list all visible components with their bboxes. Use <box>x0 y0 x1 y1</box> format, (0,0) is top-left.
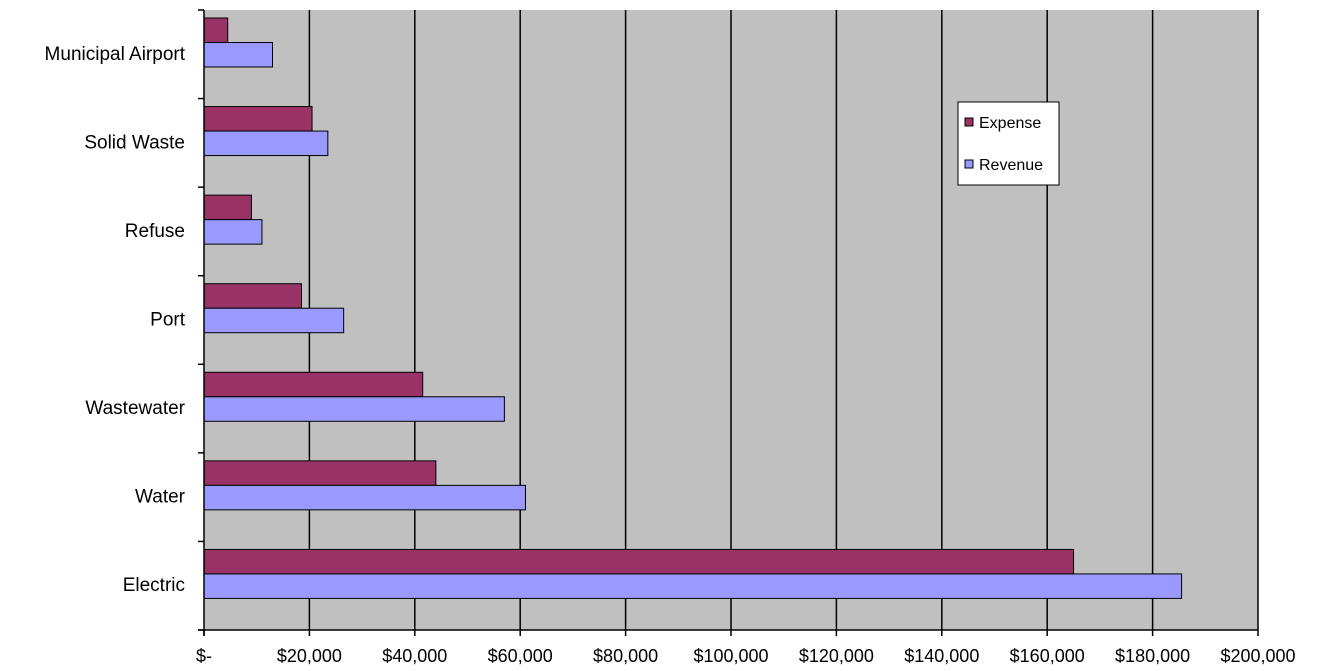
bar-revenue-wastewater <box>203 396 505 422</box>
x-tick-label: $120,000 <box>799 646 874 666</box>
bar-revenue-municipal-airport <box>203 42 274 68</box>
x-tick-label: $60,000 <box>488 646 553 666</box>
bar-expense-wastewater <box>203 371 424 398</box>
category-label: Solid Waste <box>84 132 185 153</box>
bar-expense-water <box>203 460 437 486</box>
x-tick-label: $180,000 <box>1115 646 1190 666</box>
bar-revenue-port <box>203 307 345 334</box>
category-label: Electric <box>123 575 185 596</box>
category-label: Port <box>150 310 186 331</box>
x-tick-label: $20,000 <box>277 646 342 666</box>
x-tick-label: $140,000 <box>904 646 979 666</box>
x-tick-label: $200,000 <box>1220 646 1295 666</box>
category-labels: Municipal Airport Solid Waste Refuse Port Wa… <box>45 44 186 596</box>
axes <box>198 9 1259 636</box>
category-label: Municipal Airport <box>45 44 186 65</box>
legend-swatch-expense <box>964 117 974 127</box>
bar-revenue-refuse <box>203 219 263 245</box>
x-tick-labels: $- $20,000 $40,000 $60,000 $80,000 $100,000 $1… <box>196 646 1296 666</box>
bar-expense-refuse <box>203 194 252 221</box>
bar-expense-port <box>203 283 302 309</box>
legend-swatch-revenue <box>964 159 974 169</box>
x-tick-label: $160,000 <box>1010 646 1085 666</box>
legend: Expense Revenue <box>957 101 1060 186</box>
bar-revenue-solid-waste <box>203 130 329 157</box>
legend-box <box>957 101 1060 186</box>
bar-expense-solid-waste <box>203 106 313 132</box>
bar-revenue-electric <box>203 573 1183 599</box>
category-label: Water <box>135 487 186 508</box>
bar-revenue-water <box>203 484 526 511</box>
x-tick-label: $100,000 <box>693 646 768 666</box>
legend-label-expense: Expense <box>979 115 1041 132</box>
bar-expense-municipal-airport <box>203 17 229 43</box>
category-label: Wastewater <box>85 398 185 419</box>
x-tick-label: $80,000 <box>593 646 658 666</box>
bar-expense-electric <box>203 548 1075 575</box>
legend-label-revenue: Revenue <box>979 157 1043 174</box>
x-tick-label: $- <box>196 646 212 666</box>
x-tick-label: $40,000 <box>382 646 447 666</box>
bars <box>203 17 1183 599</box>
category-label: Refuse <box>125 221 185 242</box>
